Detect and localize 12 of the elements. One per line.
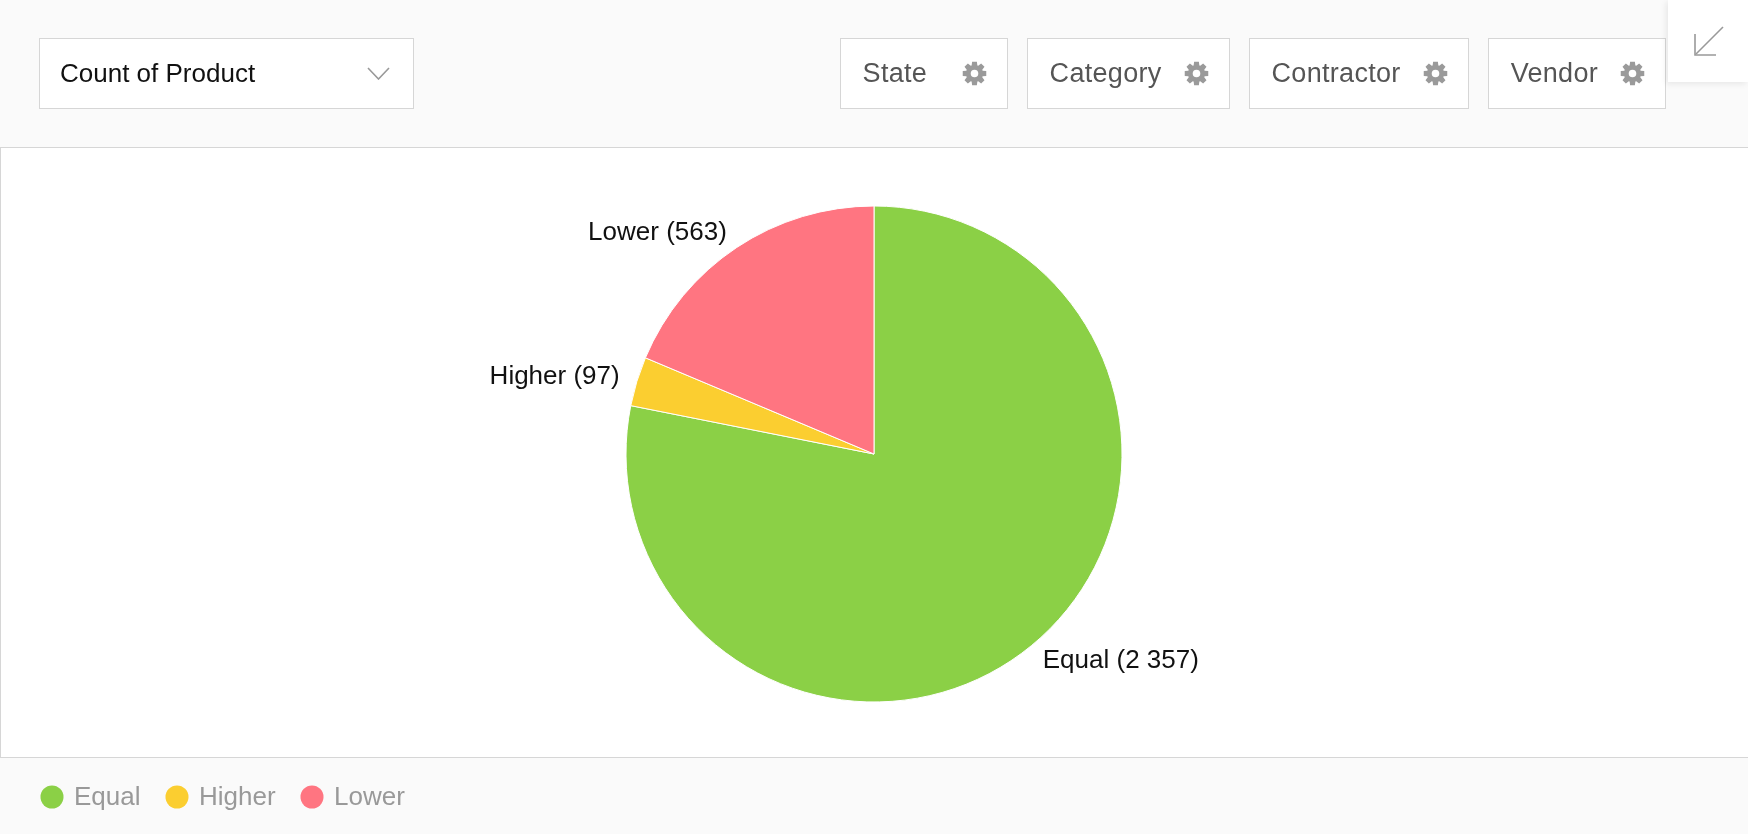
- button: Vendor: [1487, 38, 1666, 109]
- legend-label: Equal: [74, 781, 141, 811]
- button: Category: [1026, 38, 1230, 109]
- button: Contractor: [1248, 38, 1469, 109]
- data-label: Equal (2 357): [1042, 643, 1199, 674]
- data-label: Lower (563): [588, 216, 727, 247]
- dropdown: Count of Product: [39, 38, 414, 109]
- data-label: Higher (97): [489, 360, 620, 391]
- legend-label: Lower: [334, 781, 406, 811]
- chart-title: Count of Product: [60, 57, 256, 90]
- legend-label: Higher: [199, 781, 276, 811]
- button: State: [839, 38, 1008, 109]
